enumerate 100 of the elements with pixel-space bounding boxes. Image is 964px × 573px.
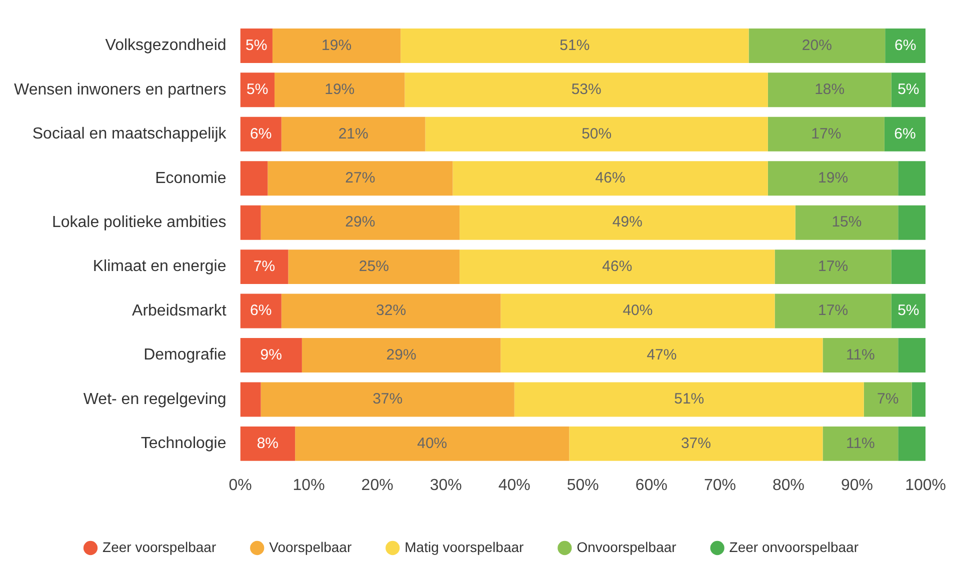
data-label: 8% <box>256 434 279 452</box>
bar <box>822 338 898 372</box>
data-label: 19% <box>818 170 848 187</box>
data-label: 17% <box>818 258 848 275</box>
bar <box>272 28 401 63</box>
legend-label: Voorspelbaar <box>269 538 352 555</box>
data-label: 37% <box>372 390 403 408</box>
bar <box>240 72 275 108</box>
bar <box>260 205 460 240</box>
bar <box>460 205 796 240</box>
bar <box>240 338 302 372</box>
bar <box>795 205 898 240</box>
bar <box>768 116 884 152</box>
bar <box>240 205 261 240</box>
data-label: 40% <box>622 302 653 320</box>
data-label: 46% <box>602 258 632 275</box>
bar <box>240 161 268 196</box>
data-label: 50% <box>582 125 612 142</box>
data-label: 49% <box>612 214 642 231</box>
bar <box>240 294 282 328</box>
bar <box>452 161 768 196</box>
bar <box>288 250 460 284</box>
bar <box>774 250 892 284</box>
bar <box>260 382 514 417</box>
bar <box>302 338 501 372</box>
data-label: 15% <box>832 214 862 231</box>
data-label: 17% <box>818 302 848 320</box>
x-tick-label: 20% <box>361 476 394 494</box>
x-tick-label: 10% <box>292 476 325 494</box>
data-label: 6% <box>250 125 272 142</box>
y-tick-label: Demografie <box>144 346 226 364</box>
y-tick-label: Wensen inwoners en partners <box>14 81 226 98</box>
data-label: 5% <box>898 81 920 98</box>
data-label: 21% <box>338 125 368 142</box>
legend-label: Onvoorspelbaar <box>576 538 677 555</box>
bar <box>898 338 926 372</box>
data-label: 32% <box>376 302 406 320</box>
bar <box>425 116 768 152</box>
x-tick-label: 90% <box>840 476 874 494</box>
data-label: 11% <box>846 346 875 364</box>
bar <box>281 294 501 328</box>
bar <box>500 338 823 372</box>
bar <box>912 382 926 417</box>
data-label: 25% <box>358 258 389 275</box>
x-tick-label: 80% <box>772 476 804 494</box>
bar <box>891 72 926 108</box>
bar <box>898 205 926 240</box>
data-label: 5% <box>246 36 268 54</box>
x-tick-label: 40% <box>498 476 530 494</box>
bar <box>268 161 453 196</box>
data-label: 53% <box>571 81 602 98</box>
x-tick-label: 50% <box>566 476 599 494</box>
data-label: 7% <box>253 258 276 275</box>
bar <box>400 28 749 63</box>
data-label: 27% <box>345 170 376 187</box>
bar <box>885 28 926 63</box>
bar <box>295 426 570 461</box>
data-label: 29% <box>386 346 416 364</box>
bar <box>404 72 768 108</box>
data-label: 29% <box>345 214 376 231</box>
data-label: 20% <box>802 36 832 54</box>
bar <box>891 294 926 328</box>
x-tick-label: 30% <box>430 476 462 494</box>
bar <box>281 116 426 152</box>
bar <box>240 116 282 152</box>
bar <box>768 72 892 108</box>
bar <box>500 294 775 328</box>
data-label: 11% <box>846 434 875 452</box>
bar <box>274 72 405 108</box>
bar <box>240 382 261 417</box>
y-tick-label: Wet- en regelgeving <box>83 390 226 408</box>
data-label: 9% <box>260 346 282 364</box>
x-tick-label: 70% <box>704 476 736 494</box>
bar <box>898 161 926 196</box>
bar <box>768 161 898 196</box>
bar <box>898 426 926 461</box>
y-tick-label: Arbeidsmarkt <box>132 302 227 320</box>
legend-label: Zeer onvoorspelbaar <box>729 538 859 555</box>
bar <box>864 382 912 417</box>
data-label: 6% <box>894 125 916 142</box>
data-label: 37% <box>680 434 711 452</box>
y-tick-label: Klimaat en energie <box>92 258 226 276</box>
y-tick-label: Technologie <box>140 435 226 452</box>
data-label: 18% <box>814 81 845 98</box>
data-label: 51% <box>560 36 590 54</box>
data-label: 47% <box>646 346 677 364</box>
data-label: 19% <box>324 81 355 98</box>
bar <box>822 426 898 461</box>
data-label: 51% <box>674 390 704 408</box>
y-tick-label: Volksgezondheid <box>105 37 226 54</box>
x-tick-label: 60% <box>635 476 668 494</box>
legend-label: Zeer voorspelbaar <box>102 538 216 555</box>
data-label: 5% <box>898 302 920 320</box>
bar <box>240 250 288 284</box>
bar <box>774 294 892 328</box>
x-tick-label: 100% <box>905 476 946 494</box>
bar <box>240 426 296 461</box>
bar <box>569 426 823 461</box>
data-label: 6% <box>250 302 272 320</box>
data-label: 17% <box>811 125 842 142</box>
